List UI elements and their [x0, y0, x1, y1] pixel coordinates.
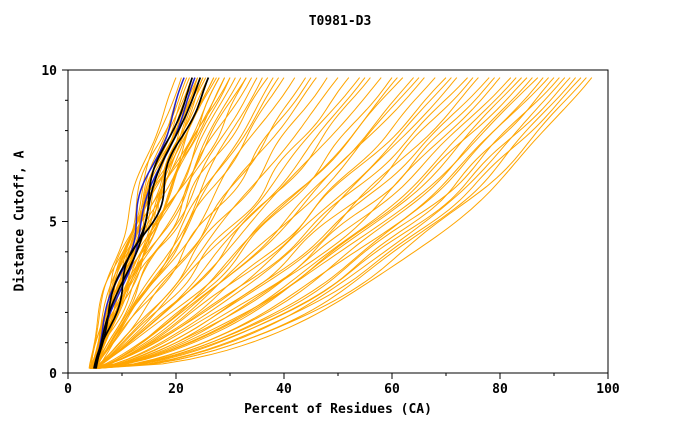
black-curve — [95, 77, 202, 369]
orange-curve — [95, 77, 226, 369]
orange-curve — [90, 77, 177, 369]
orange-curve — [93, 77, 528, 369]
orange-curve — [92, 77, 274, 369]
orange-curve — [94, 77, 447, 369]
orange-curve — [94, 77, 247, 369]
orange-curve — [95, 77, 495, 369]
orange-curve — [92, 77, 350, 369]
orange-curve — [95, 77, 458, 369]
y-tick-label: 0 — [49, 367, 57, 382]
orange-curve — [94, 77, 560, 369]
orange-curve — [96, 77, 490, 369]
orange-curve — [97, 77, 533, 369]
orange-curve — [92, 77, 242, 369]
orange-curve — [90, 77, 571, 369]
orange-curve — [94, 77, 366, 369]
orange-curve — [89, 77, 231, 369]
orange-curve — [94, 77, 296, 369]
orange-curve — [88, 77, 188, 369]
orange-curve — [93, 77, 398, 369]
y-tick-label: 5 — [49, 216, 57, 231]
orange-curve — [93, 77, 382, 369]
orange-curve — [92, 77, 414, 369]
orange-curve — [89, 77, 539, 369]
orange-curve — [94, 77, 360, 369]
y-tick-label: 10 — [41, 64, 57, 79]
x-tick-label: 100 — [596, 382, 620, 397]
x-tick-label: 80 — [492, 382, 508, 397]
orange-curve — [90, 77, 468, 369]
orange-curve — [90, 77, 452, 369]
orange-curve — [93, 77, 258, 369]
orange-curve — [89, 77, 312, 369]
x-tick-label: 40 — [276, 382, 292, 397]
orange-curve — [96, 77, 339, 369]
orange-curve — [94, 77, 593, 369]
blue-curve — [93, 77, 185, 369]
orange-curve — [93, 77, 517, 369]
orange-curve — [92, 77, 587, 369]
orange-curve — [97, 77, 393, 369]
orange-curve — [89, 77, 269, 369]
orange-curve — [97, 77, 420, 369]
orange-curve — [96, 77, 549, 369]
black-curve — [93, 77, 210, 369]
chart-title: T0981-D3 — [308, 14, 372, 29]
orange-curve — [94, 77, 512, 369]
orange-curve — [95, 77, 307, 369]
orange-curve — [92, 77, 226, 369]
orange-curve — [95, 77, 425, 369]
orange-curve — [93, 77, 328, 369]
x-tick-label: 60 — [384, 382, 400, 397]
orange-curve — [93, 77, 576, 369]
orange-curve — [91, 77, 474, 369]
x-axis-label: Percent of Residues (CA) — [244, 402, 432, 417]
x-tick-label: 0 — [64, 382, 72, 397]
orange-curve — [96, 77, 582, 369]
orange-curve — [91, 77, 522, 369]
x-tick-label: 20 — [168, 382, 184, 397]
